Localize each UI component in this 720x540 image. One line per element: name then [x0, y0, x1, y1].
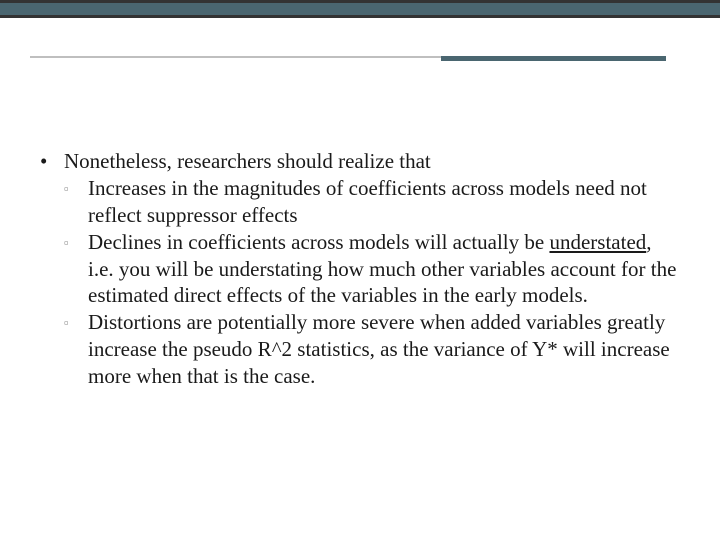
bullet-main: • Nonetheless, researchers should realiz… — [40, 148, 680, 175]
sub-bullet-2-text: Declines in coefficients across models w… — [88, 229, 680, 310]
sub2-pre: Declines in coefficients across models w… — [88, 230, 549, 254]
bullet-dot-icon: • — [40, 148, 64, 175]
sub-bullet-1: ▫ Increases in the magnitudes of coeffic… — [64, 175, 680, 229]
bullet-main-text: Nonetheless, researchers should realize … — [64, 148, 431, 175]
sub-bullet-3-text: Distortions are potentially more severe … — [88, 309, 680, 390]
bullet-square-icon: ▫ — [64, 175, 88, 229]
sub-bullet-list: ▫ Increases in the magnitudes of coeffic… — [64, 175, 680, 390]
sub-bullet-1-text: Increases in the magnitudes of coefficie… — [88, 175, 680, 229]
bullet-square-icon: ▫ — [64, 229, 88, 310]
sub-bullet-2: ▫ Declines in coefficients across models… — [64, 229, 680, 310]
sub-bullet-3: ▫ Distortions are potentially more sever… — [64, 309, 680, 390]
sub2-underlined: understated — [549, 230, 646, 254]
header-band — [0, 0, 720, 18]
title-accent — [441, 56, 666, 61]
slide-content: • Nonetheless, researchers should realiz… — [40, 148, 680, 390]
bullet-square-icon: ▫ — [64, 309, 88, 390]
